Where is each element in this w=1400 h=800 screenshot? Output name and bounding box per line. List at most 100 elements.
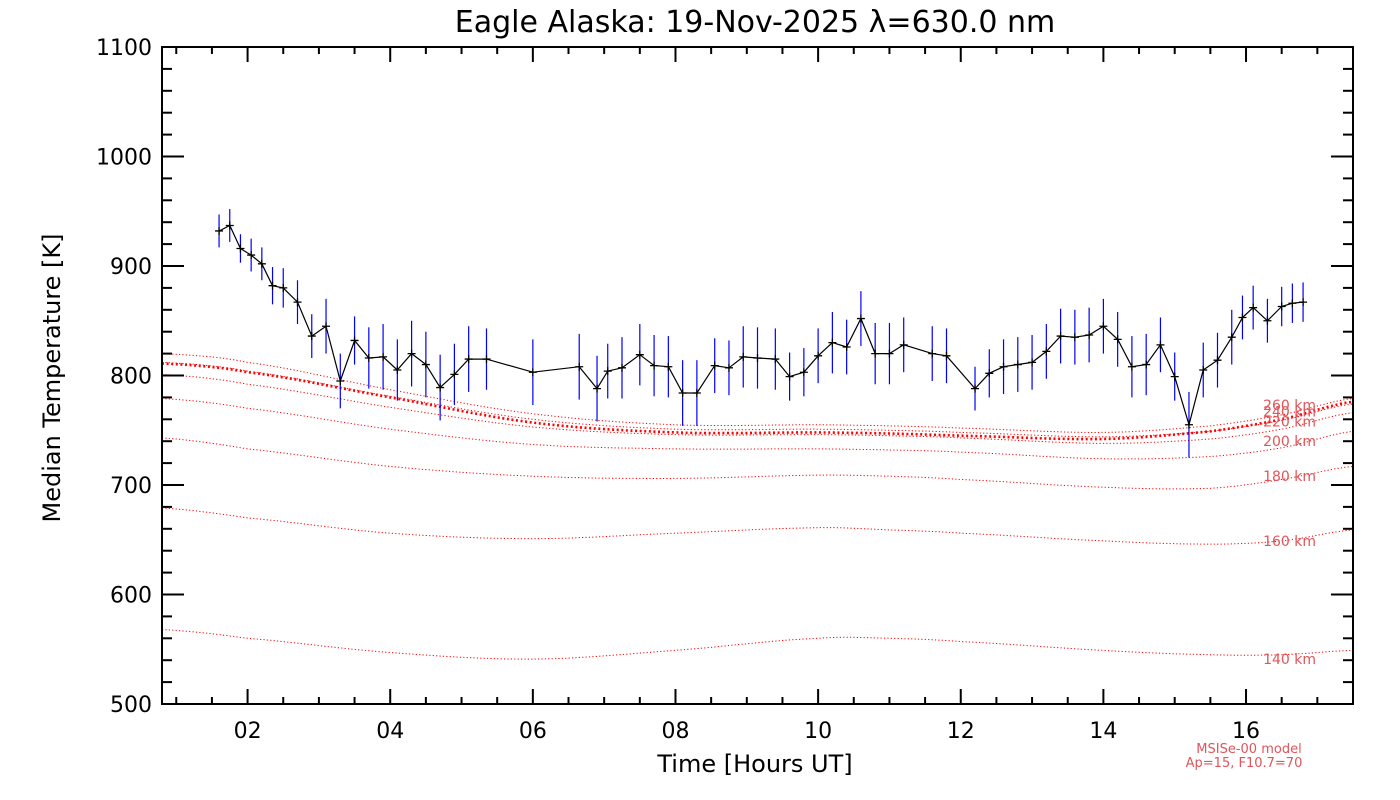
data-point (771, 355, 780, 364)
data-point (336, 376, 345, 385)
data-point (664, 362, 673, 371)
x-tick-label: 04 (376, 719, 404, 744)
data-point (268, 281, 277, 290)
axes: 02 04 06 08 10 12 14 16 500 600 700 800 900 1000 1100 (96, 36, 1354, 744)
x-axis-label: Time [Hours UT] (656, 750, 852, 778)
data-point (1238, 313, 1247, 322)
data-point (1299, 298, 1308, 307)
data-point (1099, 322, 1108, 331)
y-tick-label: 900 (110, 255, 152, 280)
data-point (828, 338, 837, 347)
data-point (1013, 360, 1022, 369)
y-tick-label: 1100 (96, 36, 152, 61)
data-point (617, 363, 626, 372)
data-point (236, 244, 245, 253)
data-point (724, 363, 733, 372)
model-label-220km: 220 km (1263, 414, 1316, 430)
data-point (215, 226, 224, 235)
data-point (350, 336, 359, 345)
data-point (814, 351, 823, 360)
data-point (799, 368, 808, 377)
y-axis-label: Median Temperature [K] (38, 233, 66, 522)
data-point (692, 389, 701, 398)
data-point (1199, 366, 1208, 375)
y-tick-label: 1000 (96, 146, 152, 171)
model-label-200km: 200 km (1263, 434, 1316, 450)
model-curve-260km (161, 353, 1354, 434)
data-point (635, 350, 644, 359)
data-point (603, 367, 612, 376)
data-point (482, 355, 491, 364)
data-point (436, 383, 445, 392)
data-point (464, 355, 473, 364)
model-label-180km: 180 km (1263, 469, 1316, 485)
model-label-240km: 240 km (1263, 405, 1316, 421)
data-point (785, 372, 794, 381)
model-label-140km: 140 km (1263, 652, 1316, 668)
model-annotation-name: MSISe-00 model (1196, 742, 1301, 757)
data-line (218, 224, 1304, 428)
data-point (753, 353, 762, 362)
data-point (1263, 316, 1272, 325)
model-curve-220km (161, 373, 1354, 444)
data-point (928, 349, 937, 358)
data-point (942, 351, 951, 360)
data-point (871, 349, 880, 358)
data-point (293, 298, 302, 307)
data-point (885, 349, 894, 358)
model-curve-180km (161, 437, 1354, 490)
data-point (279, 283, 288, 292)
data-point (842, 343, 851, 352)
data-point (1070, 333, 1079, 342)
x-tick-label: 14 (1089, 719, 1117, 744)
data-point (528, 368, 537, 377)
data-point (971, 384, 980, 393)
model-annotation-params: Ap=15, F10.7=70 (1186, 756, 1303, 771)
model-curve-160km (161, 507, 1354, 545)
data-point (999, 362, 1008, 371)
data-point (407, 349, 416, 358)
data-point (899, 340, 908, 349)
data-point (575, 362, 584, 371)
data-point (364, 353, 373, 362)
x-tick-label: 16 (1232, 719, 1260, 744)
data-point (307, 332, 316, 341)
model-curve-140km (161, 629, 1354, 660)
data-point (985, 369, 994, 378)
x-tick-label: 10 (804, 719, 832, 744)
data-point (1170, 372, 1179, 381)
data-point (247, 251, 256, 260)
data-point (1028, 358, 1037, 367)
data-point (1249, 303, 1258, 312)
data-point (739, 352, 748, 361)
data-point (678, 389, 687, 398)
x-tick-label: 08 (661, 719, 689, 744)
y-tick-label: 600 (110, 584, 152, 609)
model-label-260km: 260 km (1263, 398, 1316, 414)
data-point (379, 352, 388, 361)
data-point (856, 314, 865, 323)
model-label-160km: 160 km (1263, 534, 1316, 550)
chart-title: Eagle Alaska: 19-Nov-2025 λ=630.0 nm (455, 5, 1055, 40)
data-point (1042, 347, 1051, 356)
data-point (650, 361, 659, 370)
data-point (257, 259, 266, 268)
data-point (1156, 340, 1165, 349)
x-tick-label: 12 (947, 719, 975, 744)
data-point (1184, 420, 1193, 429)
data-point (1288, 299, 1297, 308)
data-point (1213, 356, 1222, 365)
data-point (1227, 333, 1236, 342)
data-point (1113, 335, 1122, 344)
y-tick-label: 700 (110, 474, 152, 499)
data-point (393, 366, 402, 375)
y-tick-label: 800 (110, 365, 152, 390)
data-point (1085, 330, 1094, 339)
data-point (1277, 302, 1286, 311)
y-tick-label: 500 (110, 693, 152, 718)
data-point (1142, 360, 1151, 369)
measurement-series (215, 209, 1308, 458)
x-tick-label: 02 (234, 719, 262, 744)
